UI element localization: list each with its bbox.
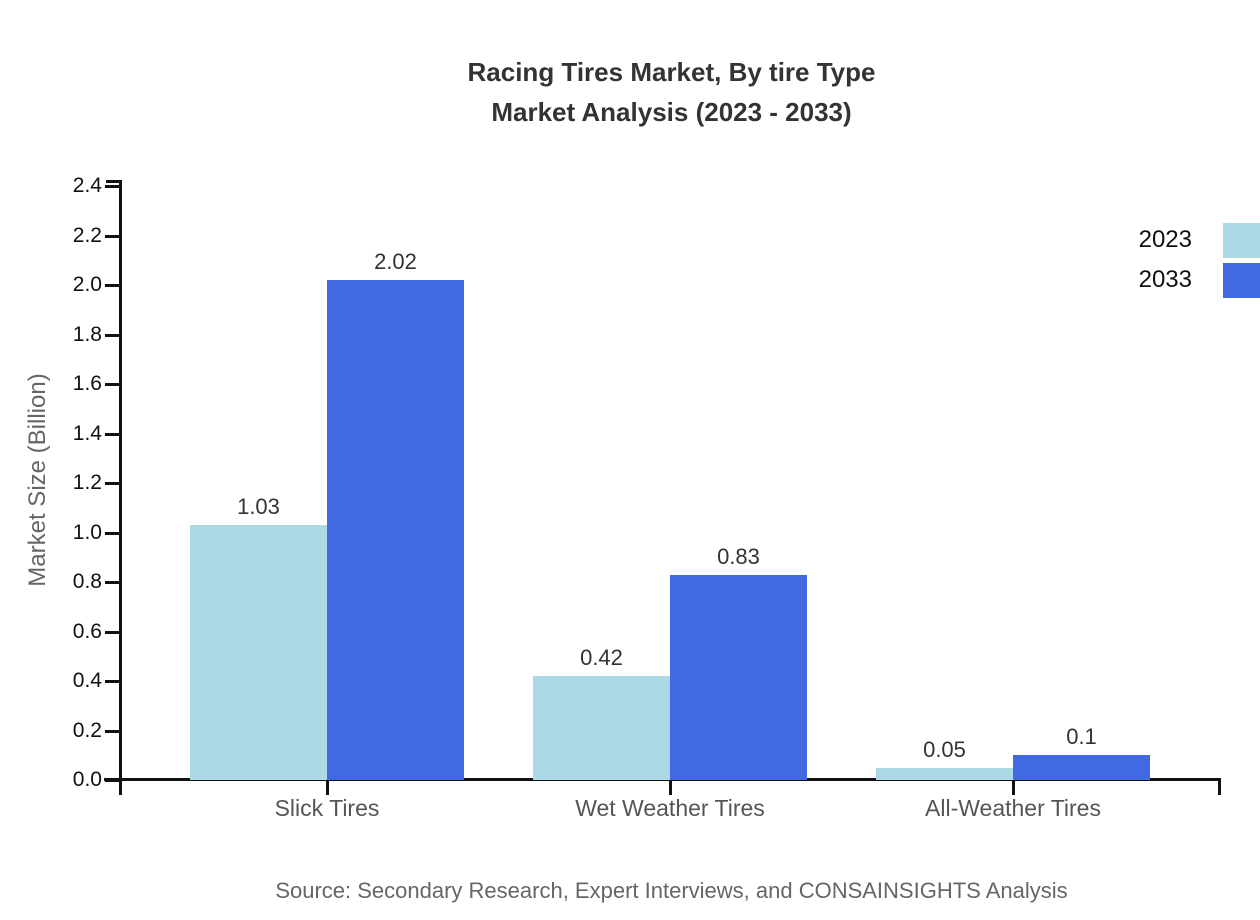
y-tick-label: 2.2 [72, 223, 102, 247]
value-label: 2.02 [374, 249, 417, 274]
source-note: Source: Secondary Research, Expert Inter… [275, 878, 1068, 903]
y-tick [105, 779, 119, 782]
x-tick [326, 780, 329, 795]
bar-2033-0 [327, 280, 464, 780]
bar-2023-0 [190, 525, 327, 780]
value-label: 0.1 [1066, 724, 1097, 749]
y-tick [105, 630, 119, 634]
y-tick [105, 482, 119, 485]
x-tick [669, 780, 672, 795]
y-tick [105, 581, 119, 584]
value-label: 0.42 [580, 645, 623, 670]
legend-swatch [1223, 262, 1260, 298]
y-tick [105, 333, 119, 337]
chart-title-line1: Racing Tires Market, By tire Type [467, 57, 876, 87]
y-tick [105, 432, 119, 436]
y-tick-label: 1.4 [72, 421, 102, 445]
y-tick-label: 0.6 [72, 619, 102, 643]
category-label: All-Weather Tires [925, 795, 1101, 821]
value-label: 1.03 [237, 494, 280, 519]
legend-swatch [1223, 222, 1260, 258]
y-axis-line [119, 180, 122, 795]
y-tick [105, 284, 119, 287]
legend-item-2033: 2033 [1139, 260, 1260, 300]
x-tick [1012, 780, 1015, 795]
legend-label: 2033 [1138, 266, 1192, 293]
y-axis-end-cap [106, 180, 122, 183]
legend-label: 2023 [1138, 226, 1192, 253]
y-tick-label: 2.4 [72, 174, 102, 197]
y-tick [105, 234, 119, 238]
legend: 2023 2033 [1139, 220, 1260, 300]
category-label: Slick Tires [274, 795, 380, 821]
bar-2033-1 [670, 575, 807, 780]
y-tick-label: 1.2 [72, 471, 102, 494]
chart-title-line2: Market Analysis (2023 - 2033) [491, 97, 852, 127]
y-tick-label: 2.0 [72, 273, 102, 296]
y-tick [105, 531, 119, 535]
y-tick [105, 185, 119, 188]
y-tick-label: 1.6 [72, 372, 102, 395]
y-tick [105, 680, 119, 683]
bar-2023-2 [876, 768, 1013, 780]
y-tick [105, 729, 119, 733]
y-tick-label: 0.8 [72, 570, 102, 593]
bar-2033-2 [1013, 755, 1150, 780]
value-label: 0.05 [923, 737, 966, 762]
y-tick-label: 1.0 [72, 520, 102, 544]
y-tick-label: 0.2 [72, 718, 102, 742]
y-tick-label: 0.4 [72, 669, 102, 692]
chart-title: Racing Tires Market, By tire Type Market… [122, 52, 1221, 132]
value-label: 0.83 [717, 544, 760, 569]
bar-2023-1 [533, 676, 670, 780]
y-tick [105, 383, 119, 386]
category-label: Wet Weather Tires [575, 795, 765, 821]
legend-item-2023: 2023 [1139, 220, 1260, 260]
y-tick-label: 0.0 [72, 768, 102, 791]
y-tick-label: 1.8 [72, 322, 102, 346]
x-axis-end-tick [1218, 780, 1221, 795]
